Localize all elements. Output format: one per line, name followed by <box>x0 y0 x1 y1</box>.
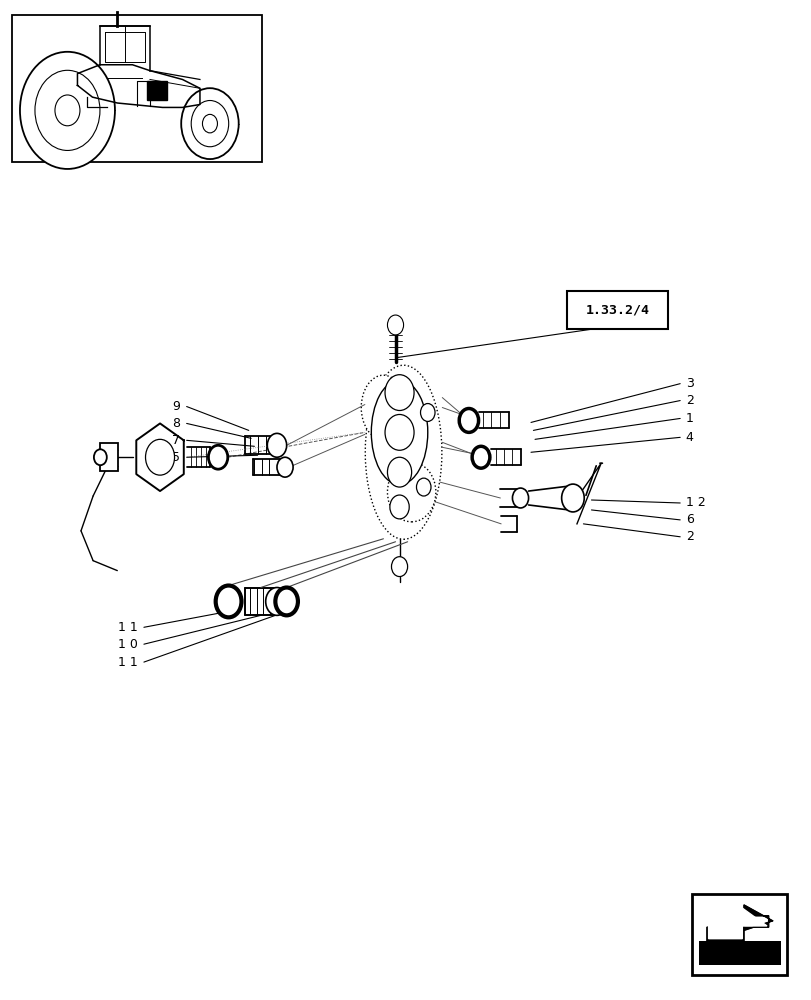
Circle shape <box>512 488 528 508</box>
Text: 1 1: 1 1 <box>118 621 137 634</box>
Circle shape <box>389 495 409 519</box>
Circle shape <box>384 414 414 450</box>
Circle shape <box>416 478 431 496</box>
Circle shape <box>55 95 79 126</box>
Circle shape <box>94 449 107 465</box>
Text: 6: 6 <box>685 513 693 526</box>
Text: 3: 3 <box>685 377 693 390</box>
Ellipse shape <box>387 462 436 522</box>
Text: 5: 5 <box>172 451 180 464</box>
Bar <box>12 15 262 162</box>
Bar <box>567 291 667 329</box>
Circle shape <box>561 484 583 512</box>
Circle shape <box>202 114 217 133</box>
Text: 9: 9 <box>172 400 180 413</box>
Text: 7: 7 <box>172 434 180 447</box>
Text: 2: 2 <box>685 530 693 543</box>
Circle shape <box>20 52 115 169</box>
Circle shape <box>191 101 229 147</box>
Text: 1: 1 <box>685 412 693 425</box>
Polygon shape <box>708 908 766 939</box>
Ellipse shape <box>365 365 441 539</box>
Text: 1 1: 1 1 <box>118 656 137 669</box>
Bar <box>692 894 787 975</box>
Circle shape <box>387 457 411 487</box>
Circle shape <box>216 586 241 617</box>
Circle shape <box>265 588 288 615</box>
Text: 1 2: 1 2 <box>685 496 705 509</box>
Text: 2: 2 <box>685 394 693 407</box>
Ellipse shape <box>371 380 427 485</box>
Circle shape <box>277 457 293 477</box>
Bar <box>698 941 780 965</box>
Circle shape <box>387 315 403 335</box>
Ellipse shape <box>361 375 406 440</box>
Circle shape <box>145 439 174 475</box>
Circle shape <box>267 433 286 457</box>
Circle shape <box>208 445 228 469</box>
Circle shape <box>181 88 238 159</box>
Circle shape <box>420 404 435 421</box>
Text: 8: 8 <box>172 417 180 430</box>
Bar <box>101 443 118 471</box>
Circle shape <box>391 557 407 577</box>
Circle shape <box>459 409 478 432</box>
Text: 1 0: 1 0 <box>118 638 137 651</box>
Circle shape <box>471 446 489 468</box>
Text: 4: 4 <box>685 431 693 444</box>
Circle shape <box>384 375 414 410</box>
Circle shape <box>275 588 298 615</box>
Circle shape <box>35 70 100 150</box>
Text: 1.33.2/4: 1.33.2/4 <box>585 304 649 317</box>
Polygon shape <box>706 905 772 941</box>
Bar <box>148 81 167 100</box>
